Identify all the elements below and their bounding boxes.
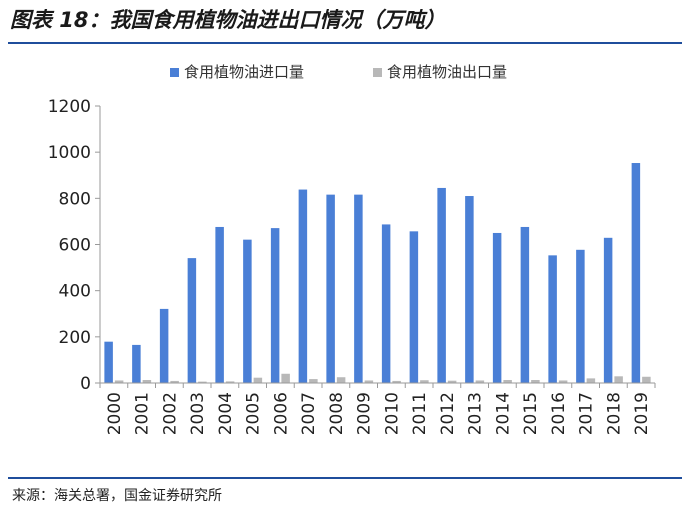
x-tick-label-2006: 2006 [271,392,291,435]
x-tick-label-2011: 2011 [410,392,430,435]
import-bar-2002 [159,308,169,383]
x-tick-label-2001: 2001 [133,392,153,435]
x-tick-label-2016: 2016 [549,392,569,435]
x-tick-label-2019: 2019 [632,392,652,435]
source-note: 来源：海关总署，国金证券研究所 [12,488,222,504]
x-tick-label-2017: 2017 [577,392,597,435]
x-tick-label-2012: 2012 [438,392,458,435]
y-tick-label: 400 [59,282,91,302]
x-tick-label-2013: 2013 [466,392,486,435]
legend: 食用植物油进口量 食用植物油出口量 [170,63,507,81]
import-bar-2018 [603,237,613,383]
x-tick-label-2008: 2008 [327,392,347,435]
export-bar-2019 [642,376,651,383]
y-tick-label: 800 [59,189,91,209]
x-tick-label-2005: 2005 [244,392,264,435]
bottom-rule [8,477,682,479]
import-bar-2008 [326,194,335,383]
import-bar-2003 [187,258,197,383]
chart: 食用植物油进口量 食用植物油出口量 020040060080010001200 … [48,63,656,435]
import-bar-2010 [381,224,391,383]
export-bar-2005 [253,377,263,383]
export-bar-2010 [392,380,401,383]
x-tick-label-2015: 2015 [521,392,541,435]
export-bar-2015 [531,380,540,383]
legend-label-export: 食用植物油出口量 [387,63,507,81]
import-bar-2015 [520,226,530,383]
import-bar-2013 [465,196,474,383]
x-tick-label-2002: 2002 [160,392,180,435]
export-bar-2003 [198,381,207,383]
export-bar-2004 [225,381,235,383]
import-bar-2005 [243,239,252,383]
import-bar-2012 [437,187,446,383]
import-bar-2004 [215,226,224,383]
import-bar-2016 [548,255,557,383]
export-bar-2018 [614,376,623,383]
y-tick-label: 0 [80,374,91,394]
export-bar-2014 [503,380,512,383]
x-tick-label-2010: 2010 [382,392,402,435]
legend-swatch-import [170,68,179,77]
import-bar-2001 [132,344,141,383]
export-bar-2012 [447,380,457,383]
import-bar-2014 [492,232,502,383]
y-tick-label: 600 [59,236,91,256]
import-bar-2006 [270,228,280,383]
bars [104,163,651,383]
legend-label-import: 食用植物油进口量 [184,63,304,81]
import-bar-2000 [104,341,113,383]
y-tick-label: 200 [59,328,91,348]
export-bar-2000 [114,380,124,383]
x-axis-ticks: 2000 2001 2002 2003 2004 2005 2006 2007 2008 2009… [99,383,656,435]
y-tick-label: 1000 [48,143,91,163]
import-bar-2009 [354,194,363,383]
import-bar-2019 [631,163,641,383]
export-bar-2001 [142,380,152,383]
import-bar-2007 [298,189,308,383]
x-tick-label-2014: 2014 [493,392,513,435]
x-tick-label-2000: 2000 [105,392,125,435]
export-bar-2011 [420,380,429,383]
x-tick-label-2004: 2004 [216,392,236,435]
y-axis-ticks: 0 200 400 600 800 1000 1200 [48,97,100,394]
legend-swatch-export [373,68,382,77]
title-rule [8,42,682,44]
export-bar-2013 [475,380,485,383]
import-bar-2011 [409,231,419,383]
export-bar-2016 [558,380,568,383]
figure-title: 图表 18：我国食用植物油进出口情况（万吨） [10,8,446,32]
x-tick-label-2009: 2009 [355,392,375,435]
export-bar-2002 [170,380,179,383]
export-bar-2007 [309,379,318,383]
export-bar-2006 [281,373,290,383]
export-bar-2017 [586,378,596,383]
export-bar-2009 [364,380,374,383]
import-bar-2017 [576,249,585,383]
export-bar-2008 [336,377,346,383]
x-tick-label-2003: 2003 [188,392,208,435]
y-tick-label: 1200 [48,97,91,117]
x-tick-label-2018: 2018 [604,392,624,435]
x-tick-label-2007: 2007 [299,392,319,435]
